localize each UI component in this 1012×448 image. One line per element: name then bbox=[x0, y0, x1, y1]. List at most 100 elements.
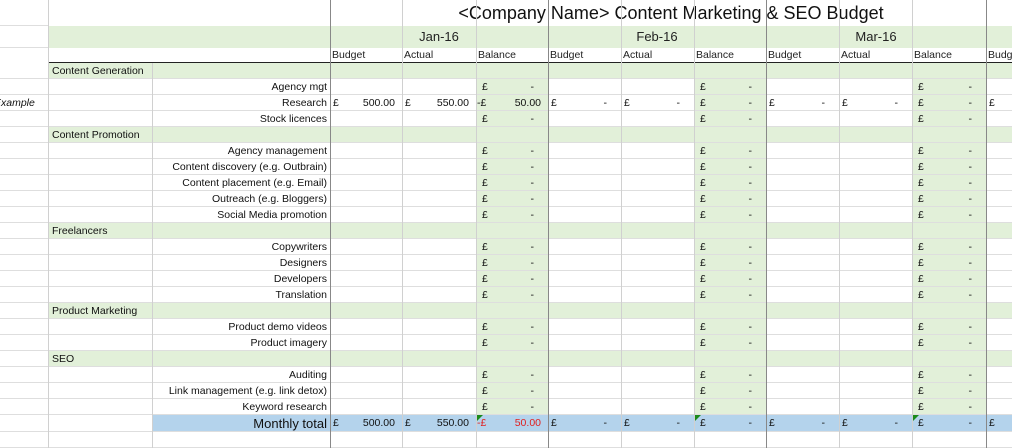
comment-marker-icon bbox=[477, 415, 483, 421]
month-header: Mar-16 bbox=[855, 29, 897, 44]
row-gridline bbox=[0, 190, 1012, 191]
balance-cell-bg bbox=[694, 319, 766, 335]
balance-currency: £ bbox=[918, 257, 924, 269]
column-header-budget: Budget bbox=[768, 49, 802, 61]
sheet-row-item: Outreach (e.g. Bloggers) £ - £ - £ - bbox=[0, 191, 1012, 207]
sheet-row-item: Content placement (e.g. Email) £ - £ - £ - bbox=[0, 175, 1012, 191]
section-band bbox=[48, 223, 1012, 239]
balance-cell-bg bbox=[912, 383, 986, 399]
balance-value: - bbox=[748, 241, 753, 253]
balance-value: - bbox=[968, 209, 973, 221]
balance-currency: £ bbox=[700, 113, 706, 125]
currency-symbol: £ bbox=[769, 97, 775, 109]
balance-value: - bbox=[530, 161, 535, 173]
balance-currency: £ bbox=[700, 81, 706, 93]
row-gridline bbox=[0, 414, 1012, 415]
col-gridline bbox=[48, 0, 49, 448]
balance-currency: £ bbox=[700, 401, 706, 413]
balance-value: - bbox=[968, 177, 973, 189]
sheet-row-item: ResearchExample£500.00£550.00-£50.00£-£-… bbox=[0, 95, 1012, 111]
col-gridline bbox=[548, 0, 549, 448]
balance-value: - bbox=[968, 385, 973, 397]
month-header: Feb-16 bbox=[636, 29, 678, 44]
balance-value: - bbox=[530, 193, 535, 205]
balance-value: - bbox=[530, 401, 535, 413]
balance-cell-bg bbox=[476, 143, 548, 159]
balance-value: - bbox=[530, 209, 535, 221]
sheet-row-item: Agency management £ - £ - £ - bbox=[0, 143, 1012, 159]
balance-currency: £ bbox=[918, 113, 924, 125]
balance-cell-bg bbox=[476, 367, 548, 383]
balance-cell-bg bbox=[694, 143, 766, 159]
row-gridline bbox=[0, 398, 1012, 399]
month-header: Jan-16 bbox=[419, 29, 459, 44]
balance-currency: £ bbox=[918, 321, 924, 333]
col-gridline bbox=[766, 0, 767, 448]
balance-currency: £ bbox=[482, 81, 488, 93]
header-band bbox=[48, 48, 1012, 63]
balance-cell-bg bbox=[912, 239, 986, 255]
balance-currency: £ bbox=[482, 113, 488, 125]
sheet-row-item: Stock licences £ - £ - £ - bbox=[0, 111, 1012, 127]
balance-value: - bbox=[748, 385, 753, 397]
balance-value: - bbox=[530, 385, 535, 397]
line-item-label: Content placement (e.g. Email) bbox=[182, 177, 327, 189]
balance-currency: £ bbox=[918, 81, 924, 93]
balance-currency: £ bbox=[700, 417, 706, 429]
balance-value: 50.00 bbox=[514, 97, 541, 109]
balance-currency: £ bbox=[700, 97, 706, 109]
balance-cell-bg bbox=[912, 111, 986, 127]
row-gridline bbox=[0, 238, 1012, 239]
row-gridline bbox=[0, 334, 1012, 335]
currency-symbol: £ bbox=[551, 97, 557, 109]
balance-cell-bg bbox=[694, 111, 766, 127]
total-band bbox=[152, 415, 1012, 432]
balance-cell-bg bbox=[694, 367, 766, 383]
balance-currency: £ bbox=[918, 273, 924, 285]
balance-value: - bbox=[968, 241, 973, 253]
balance-currency: £ bbox=[918, 417, 924, 429]
section-title: Product Marketing bbox=[52, 305, 138, 317]
line-item-label: Auditing bbox=[289, 369, 327, 381]
sheet-row-month bbox=[0, 26, 1012, 48]
balance-cell-bg bbox=[694, 271, 766, 287]
row-gridline bbox=[0, 270, 1012, 271]
balance-cell-bg bbox=[694, 175, 766, 191]
line-item-label: Designers bbox=[279, 257, 327, 269]
column-header-actual: Actual bbox=[623, 49, 653, 61]
section-title: Content Generation bbox=[52, 65, 144, 77]
section-title: Freelancers bbox=[52, 225, 108, 237]
line-item-label: Developers bbox=[273, 273, 327, 285]
sheet-row-item: Content discovery (e.g. Outbrain) £ - £ - £ - bbox=[0, 159, 1012, 175]
comment-marker-icon bbox=[695, 415, 701, 421]
balance-value: - bbox=[530, 369, 535, 381]
header-band bbox=[48, 26, 1012, 48]
col-gridline bbox=[912, 0, 913, 448]
line-item-label: Link management (e.g. link detox) bbox=[168, 385, 327, 397]
sheet-row-item: Product imagery £ - £ - £ - bbox=[0, 335, 1012, 351]
currency-symbol: £ bbox=[989, 417, 995, 429]
row-gridline bbox=[0, 25, 48, 26]
col-gridline bbox=[330, 0, 331, 448]
balance-cell-bg bbox=[476, 271, 548, 287]
balance-currency: £ bbox=[918, 209, 924, 221]
balance-cell-bg bbox=[912, 143, 986, 159]
balance-cell-bg bbox=[912, 79, 986, 95]
balance-cell-bg bbox=[912, 367, 986, 383]
sheet-row-item: Keyword research £ - £ - £ - bbox=[0, 399, 1012, 415]
row-gridline bbox=[0, 286, 1012, 287]
balance-currency: £ bbox=[700, 385, 706, 397]
balance-cell-bg bbox=[912, 271, 986, 287]
balance-currency: £ bbox=[918, 161, 924, 173]
balance-value: - bbox=[968, 273, 973, 285]
balance-cell-bg bbox=[694, 255, 766, 271]
row-gridline bbox=[0, 366, 1012, 367]
balance-value: - bbox=[748, 417, 753, 429]
balance-value: - bbox=[968, 145, 973, 157]
example-label: Example bbox=[0, 97, 35, 109]
balance-value: - bbox=[748, 289, 753, 301]
column-header-balance: Balance bbox=[696, 49, 734, 61]
row-gridline bbox=[0, 254, 1012, 255]
balance-value: - bbox=[748, 177, 753, 189]
column-header-budget-partial: Budg bbox=[988, 49, 1012, 61]
